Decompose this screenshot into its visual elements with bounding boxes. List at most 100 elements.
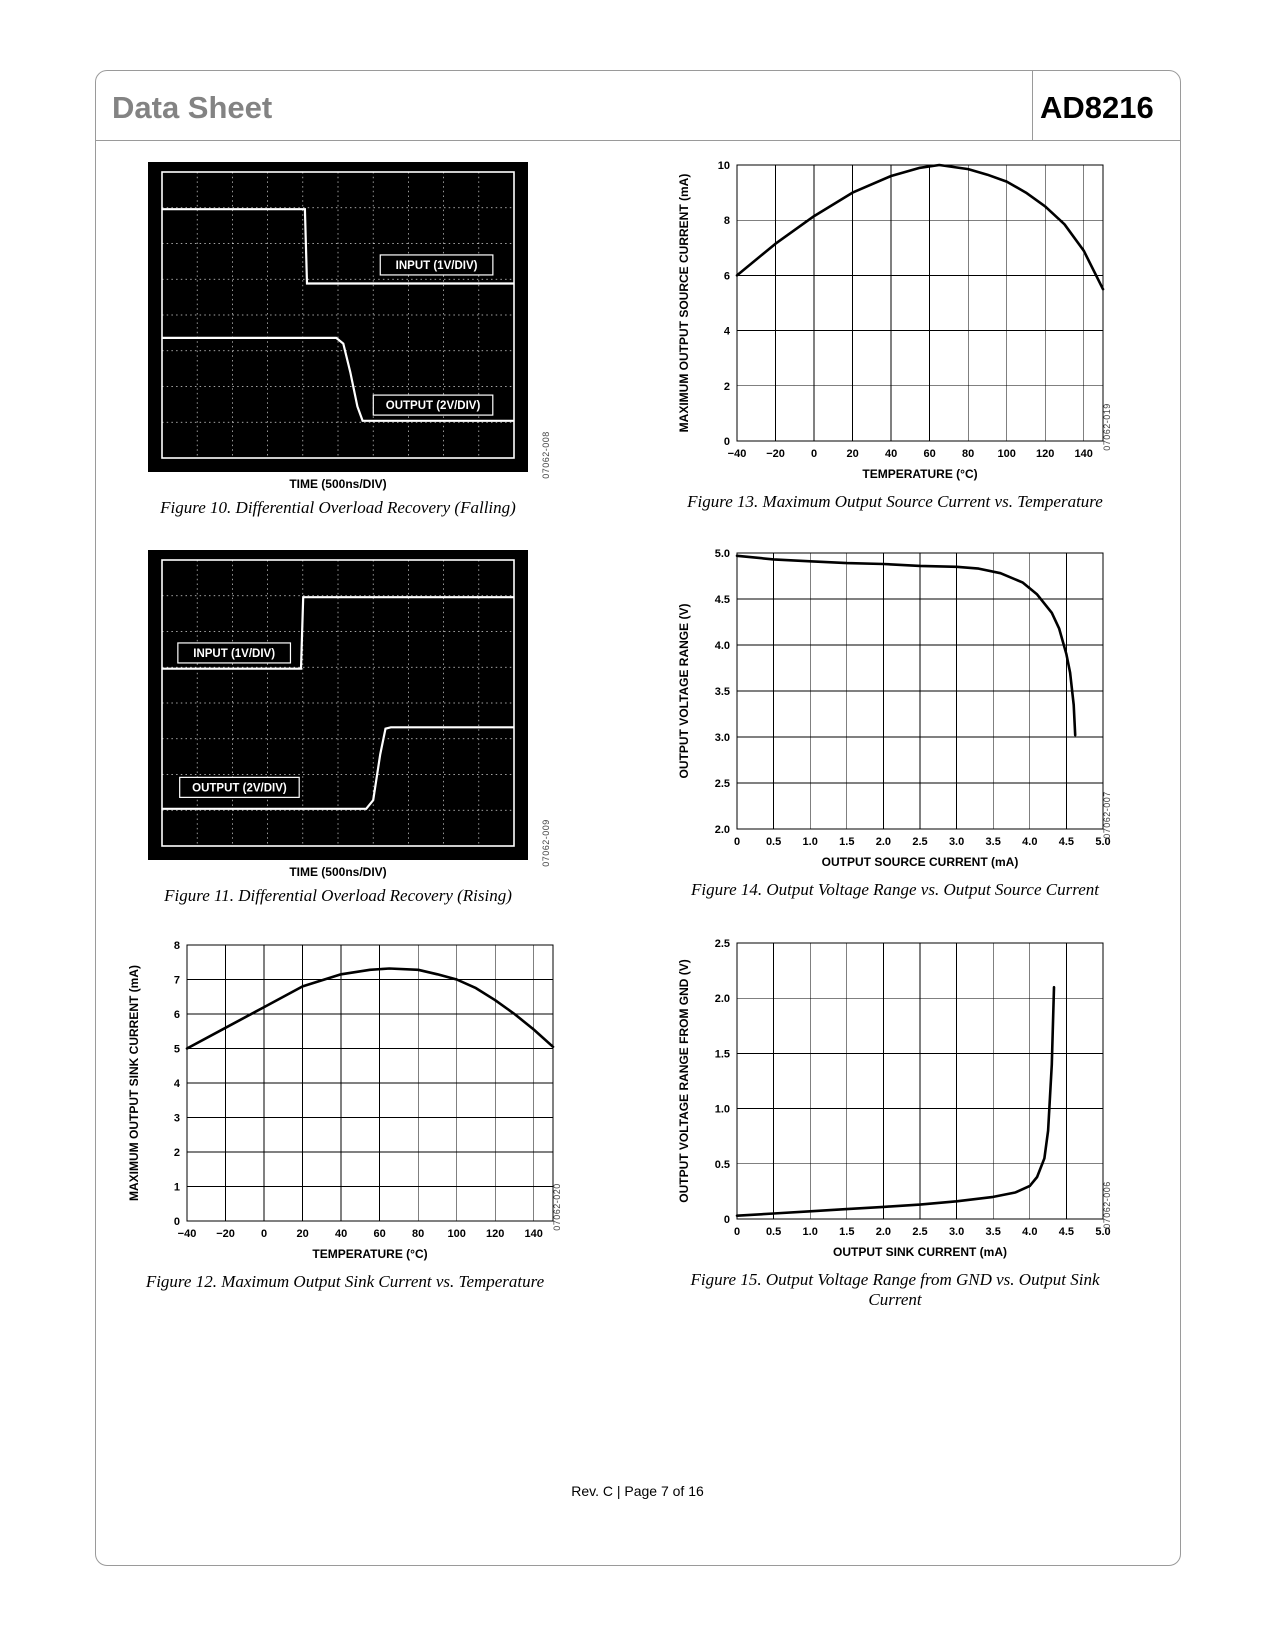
svg-text:2.5: 2.5 xyxy=(715,938,730,950)
svg-text:1.5: 1.5 xyxy=(839,836,854,848)
svg-text:2.5: 2.5 xyxy=(912,836,927,848)
figure-13-caption: Figure 13. Maximum Output Source Current… xyxy=(687,492,1103,511)
trace-label: OUTPUT (2V/DIV) xyxy=(192,782,287,794)
x-axis-label: TEMPERATURE (°C) xyxy=(862,467,977,481)
figure-14: 0 0.5 1.0 1.5 2.0 2.5 3.0 3.5 4.0 4.5 5.0 2.0 2.5 3.0… xyxy=(675,543,1115,900)
input-trace xyxy=(162,208,514,285)
svg-text:2: 2 xyxy=(174,1147,180,1159)
y-axis-label: MAXIMUM OUTPUT SOURCE CURRENT (mA) xyxy=(677,174,691,433)
figure-15-chart: 0 0.5 1.0 1.5 2.0 2.5 3.0 3.5 4.0 4.5 5.0 0 0.5 1.0 1.… xyxy=(675,933,1115,1263)
svg-text:0: 0 xyxy=(174,1216,180,1228)
x-axis-label: TEMPERATURE (°C) xyxy=(312,1247,427,1261)
figure-15-caption: Figure 15. Output Voltage Range from GND… xyxy=(690,1270,1100,1309)
svg-text:3.5: 3.5 xyxy=(986,1226,1001,1238)
figure-10-code: 07062-008 xyxy=(540,431,551,479)
data-curve xyxy=(735,985,1056,1217)
svg-text:140: 140 xyxy=(1075,448,1093,460)
figure-11: INPUT (1V/DIV) OUTPUT (2V/DIV) TIME (500n… xyxy=(148,550,551,906)
svg-text:1.0: 1.0 xyxy=(803,1226,818,1238)
figure-11-scope: INPUT (1V/DIV) OUTPUT (2V/DIV) xyxy=(148,550,528,860)
svg-text:2.5: 2.5 xyxy=(715,778,730,790)
svg-text:4: 4 xyxy=(724,326,731,338)
svg-text:10: 10 xyxy=(718,160,730,172)
svg-text:1: 1 xyxy=(174,1182,180,1194)
figure-12-chart: −40 −20 0 20 40 60 80 100 120 140 0 1 2 3 4 5 6 7 8 TEMPERA… xyxy=(125,935,565,1265)
figure-14-caption: Figure 14. Output Voltage Range vs. Outp… xyxy=(691,880,1099,899)
svg-text:3.0: 3.0 xyxy=(949,836,964,848)
svg-text:0: 0 xyxy=(734,836,740,848)
svg-text:0: 0 xyxy=(724,1214,730,1226)
svg-text:40: 40 xyxy=(885,448,897,460)
figure-11-code: 07062-009 xyxy=(540,819,551,867)
svg-text:60: 60 xyxy=(374,1228,386,1240)
svg-text:1.5: 1.5 xyxy=(839,1226,854,1238)
svg-text:20: 20 xyxy=(846,448,858,460)
figure-12: −40 −20 0 20 40 60 80 100 120 140 0 1 2 3 4 5 6 7 8 TEMPERA… xyxy=(125,935,565,1292)
svg-text:4.5: 4.5 xyxy=(715,594,730,606)
svg-text:2: 2 xyxy=(724,381,730,393)
data-curve xyxy=(735,554,1077,737)
line-chart: 0 0.5 1.0 1.5 2.0 2.5 3.0 3.5 4.0 4.5 5.0 0 0.5 1.0 1.… xyxy=(675,933,1115,1263)
svg-text:7: 7 xyxy=(174,975,180,987)
figure-13-chart: −40 −20 0 20 40 60 80 100 120 140 0 2 4 6 8 10 TEMPERATU… xyxy=(675,155,1115,485)
svg-text:2.0: 2.0 xyxy=(876,1226,891,1238)
figure-10-caption: Figure 10. Differential Overload Recover… xyxy=(160,498,516,517)
figure-13-code: 07062-019 xyxy=(1101,403,1112,451)
svg-text:4.5: 4.5 xyxy=(1059,836,1074,848)
x-axis-label: OUTPUT SINK CURRENT (mA) xyxy=(833,1245,1007,1259)
svg-text:−20: −20 xyxy=(216,1228,235,1240)
svg-text:0: 0 xyxy=(811,448,817,460)
svg-text:100: 100 xyxy=(448,1228,466,1240)
svg-text:2.0: 2.0 xyxy=(715,824,730,836)
figure-12-caption: Figure 12. Maximum Output Sink Current v… xyxy=(145,1272,545,1291)
doc-type-title: Data Sheet xyxy=(112,90,273,125)
svg-text:100: 100 xyxy=(998,448,1016,460)
data-curve xyxy=(735,163,1105,291)
y-axis-label: OUTPUT VOLTAGE RANGE FROM GND (V) xyxy=(677,959,691,1203)
svg-text:2.0: 2.0 xyxy=(715,993,730,1005)
svg-text:4.0: 4.0 xyxy=(1022,1226,1037,1238)
svg-text:4: 4 xyxy=(174,1078,181,1090)
figure-11-xlabel: TIME (500ns/DIV) xyxy=(289,865,387,879)
svg-text:−40: −40 xyxy=(728,448,747,460)
figure-12-code: 07062-020 xyxy=(551,1183,562,1231)
figure-13: −40 −20 0 20 40 60 80 100 120 140 0 2 4 6 8 10 TEMPERATU… xyxy=(675,155,1115,512)
y-axis-label: MAXIMUM OUTPUT SINK CURRENT (mA) xyxy=(127,965,141,1201)
y-axis-label: OUTPUT VOLTAGE RANGE (V) xyxy=(677,604,691,779)
svg-text:4.0: 4.0 xyxy=(1022,836,1037,848)
svg-text:3.0: 3.0 xyxy=(715,732,730,744)
svg-text:6: 6 xyxy=(724,270,730,282)
oscilloscope-display: INPUT (1V/DIV) OUTPUT (2V/DIV) xyxy=(148,550,528,860)
part-number-divider xyxy=(1032,70,1033,141)
svg-text:60: 60 xyxy=(924,448,936,460)
svg-text:120: 120 xyxy=(486,1228,504,1240)
svg-text:140: 140 xyxy=(525,1228,543,1240)
svg-text:5.0: 5.0 xyxy=(1095,836,1110,848)
svg-text:120: 120 xyxy=(1036,448,1054,460)
svg-text:8: 8 xyxy=(174,940,180,952)
trace-label: INPUT (1V/DIV) xyxy=(396,260,478,272)
svg-text:80: 80 xyxy=(962,448,974,460)
svg-text:6: 6 xyxy=(174,1009,180,1021)
part-number: AD8216 xyxy=(1040,90,1154,125)
svg-text:0: 0 xyxy=(724,436,730,448)
figure-10-scope: INPUT (1V/DIV) OUTPUT (2V/DIV) xyxy=(148,162,528,472)
svg-text:1.0: 1.0 xyxy=(803,836,818,848)
svg-text:0: 0 xyxy=(734,1226,740,1238)
svg-text:−20: −20 xyxy=(766,448,785,460)
input-trace xyxy=(162,596,514,670)
page-border xyxy=(95,70,1181,1566)
svg-text:4.0: 4.0 xyxy=(715,640,730,652)
svg-text:5.0: 5.0 xyxy=(1095,1226,1110,1238)
svg-text:5: 5 xyxy=(174,1044,180,1056)
output-trace xyxy=(162,726,514,810)
svg-text:1.0: 1.0 xyxy=(715,1104,730,1116)
svg-text:0.5: 0.5 xyxy=(715,1159,730,1171)
figure-15-code: 07062-006 xyxy=(1101,1181,1112,1229)
svg-text:8: 8 xyxy=(724,215,730,227)
svg-text:0.5: 0.5 xyxy=(766,1226,781,1238)
svg-text:40: 40 xyxy=(335,1228,347,1240)
svg-text:0: 0 xyxy=(261,1228,267,1240)
figure-10: INPUT (1V/DIV) OUTPUT (2V/DIV) TIME (500n… xyxy=(148,162,551,518)
